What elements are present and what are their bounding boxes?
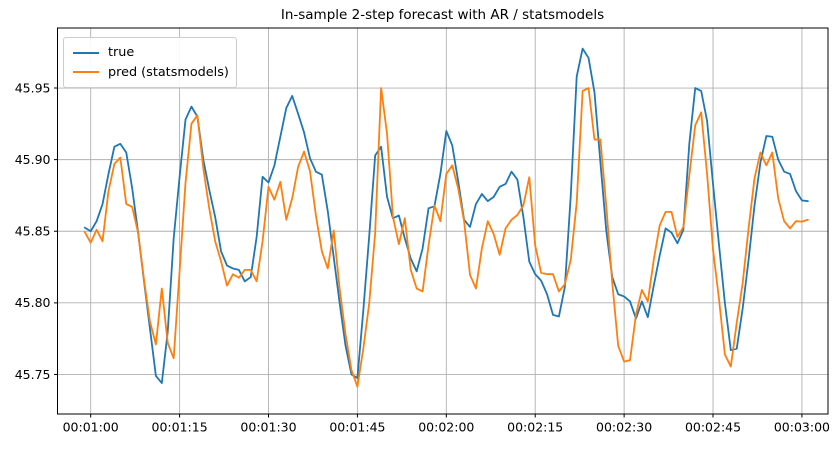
- legend-line-sample-true: [73, 51, 99, 54]
- x-tick-label: 00:03:00: [774, 420, 830, 435]
- x-tick-label: 00:02:45: [685, 420, 741, 435]
- legend-label-true: true: [108, 45, 135, 61]
- x-tick-label: 00:01:30: [240, 420, 296, 435]
- legend: true pred (statsmodels): [63, 37, 237, 88]
- y-tick-label: 45.80: [15, 295, 51, 310]
- y-tick-label: 45.85: [15, 224, 51, 239]
- y-tick-label: 45.75: [15, 367, 51, 382]
- x-tick-label: 00:02:15: [507, 420, 563, 435]
- x-tick-label: 00:01:45: [329, 420, 385, 435]
- chart-title: In-sample 2-step forecast with AR / stat…: [280, 7, 605, 23]
- axes-spines: [57, 27, 829, 415]
- legend-line-sample-pred: [73, 71, 99, 74]
- y-tick-label: 45.90: [15, 152, 51, 167]
- legend-item-true: true: [73, 43, 226, 62]
- legend-label-pred: pred (statsmodels): [108, 64, 229, 80]
- legend-item-pred: pred (statsmodels): [73, 63, 229, 82]
- series-line-pred: [83, 87, 809, 388]
- x-tick-label: 00:01:15: [152, 420, 208, 435]
- x-tick-label: 00:02:30: [596, 420, 652, 435]
- x-tick-label: 00:01:00: [63, 420, 119, 435]
- x-tick-label: 00:02:00: [418, 420, 474, 435]
- y-tick-label: 45.95: [15, 80, 51, 95]
- series-line-true: [83, 47, 809, 384]
